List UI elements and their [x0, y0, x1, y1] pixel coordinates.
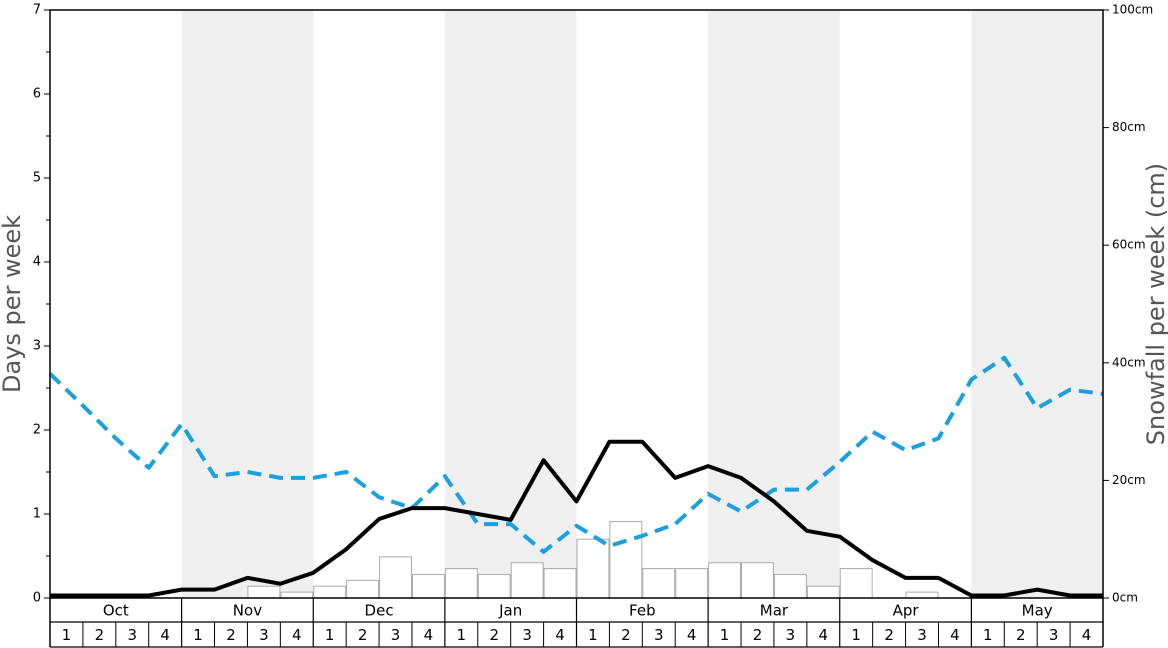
month-shading: [181, 10, 1103, 598]
week-label: 3: [522, 626, 532, 644]
month-label-nov: Nov: [233, 602, 262, 620]
right-tick-label: 100cm: [1112, 3, 1153, 17]
week-label: 4: [687, 626, 697, 644]
snowfall-bars: [247, 521, 939, 599]
week-label: 3: [259, 626, 269, 644]
snowfall-bar: [708, 562, 742, 599]
left-tick-label: 2: [33, 423, 41, 438]
snowfall-bar: [839, 568, 873, 599]
month-shade-mar: [708, 10, 840, 598]
week-label: 1: [62, 626, 72, 644]
snowfall-bar: [477, 573, 511, 599]
week-label: 3: [654, 626, 664, 644]
right-tick-label: 20cm: [1112, 473, 1146, 487]
week-label: 2: [95, 626, 105, 644]
week-label: 2: [358, 626, 368, 644]
week-label: 1: [720, 626, 730, 644]
month-label-dec: Dec: [365, 602, 394, 620]
snowfall-bar: [609, 521, 643, 599]
week-label: 1: [588, 626, 598, 644]
snowfall-bar: [543, 568, 577, 599]
snowfall-bar: [773, 573, 807, 599]
week-label: 4: [292, 626, 302, 644]
week-label: 2: [621, 626, 631, 644]
right-tick-label: 40cm: [1112, 355, 1146, 369]
month-shade-nov: [181, 10, 314, 598]
week-label: 2: [1016, 626, 1026, 644]
snowfall-bar: [444, 568, 478, 599]
right-tick-label: 80cm: [1112, 120, 1146, 134]
snowfall-bar: [313, 585, 347, 599]
week-label: 4: [950, 626, 960, 644]
snowfall-bar: [675, 568, 709, 599]
right-axis-title: Snowfall per week (cm): [1142, 163, 1168, 445]
week-label: 1: [983, 626, 993, 644]
dashed-blue-line: [48, 355, 1104, 554]
left-tick-label: 1: [33, 507, 41, 522]
week-label: 3: [391, 626, 401, 644]
month-shade-may: [971, 10, 1103, 598]
week-label: 1: [851, 626, 861, 644]
week-label: 3: [1049, 626, 1059, 644]
week-label: 1: [325, 626, 335, 644]
week-label: 1: [457, 626, 467, 644]
snowfall-bar: [379, 556, 412, 599]
week-label: 2: [753, 626, 763, 644]
right-tick-label: 0cm: [1112, 591, 1138, 605]
left-axis-title: Days per week: [0, 215, 26, 393]
week-label: 4: [160, 626, 170, 644]
week-label: 2: [884, 626, 894, 644]
week-label: 4: [424, 626, 434, 644]
snowfall-bar: [510, 562, 544, 599]
week-label: 2: [226, 626, 236, 644]
week-label: 4: [819, 626, 829, 644]
left-tick-label: 3: [33, 339, 41, 354]
left-tick-label: 7: [33, 3, 41, 18]
left-axis: 0 1 2 3 4 5 6 7: [33, 3, 50, 606]
month-label-jan: Jan: [498, 602, 522, 620]
snowfall-bar: [247, 585, 281, 599]
left-tick-label: 5: [33, 171, 41, 186]
month-label-mar: Mar: [760, 602, 789, 620]
week-label: 1: [193, 626, 203, 644]
week-label: 3: [127, 626, 137, 644]
week-label: 4: [1082, 626, 1092, 644]
snowfall-bar: [576, 538, 610, 599]
month-label-feb: Feb: [629, 602, 656, 620]
week-label: 4: [555, 626, 565, 644]
solid-black-line: [50, 439, 1103, 598]
snowfall-bar: [806, 585, 840, 599]
week-label: 3: [917, 626, 927, 644]
left-tick-label: 0: [33, 591, 41, 606]
left-tick-label: 4: [33, 255, 41, 270]
month-shade-jan: [444, 10, 577, 598]
snowfall-bar: [642, 568, 676, 599]
week-label: 2: [489, 626, 499, 644]
solid-black-series: [50, 439, 1103, 598]
snowfall-bar: [346, 579, 380, 599]
month-label-oct: Oct: [103, 602, 129, 620]
dashed-blue-series: [48, 355, 1104, 554]
month-label-apr: Apr: [893, 602, 920, 620]
right-tick-label: 60cm: [1112, 238, 1146, 252]
snowfall-bar: [741, 562, 774, 599]
month-label-may: May: [1022, 602, 1053, 620]
week-label: 3: [786, 626, 796, 644]
snowfall-bar: [411, 573, 445, 599]
snowfall-bar: [905, 591, 939, 599]
month-week-axis: Oct 1 2 3 4 Nov 1 2 3 4 Dec 1 2 3 4 Jan 1 2 3 4 Feb 1 2 3 4 Mar 1 2…: [49, 598, 1104, 648]
left-tick-label: 6: [33, 87, 41, 102]
right-axis: 0cm 20cm 40cm 60cm 80cm 100cm: [1103, 3, 1153, 605]
snowfall-bar: [280, 591, 314, 599]
